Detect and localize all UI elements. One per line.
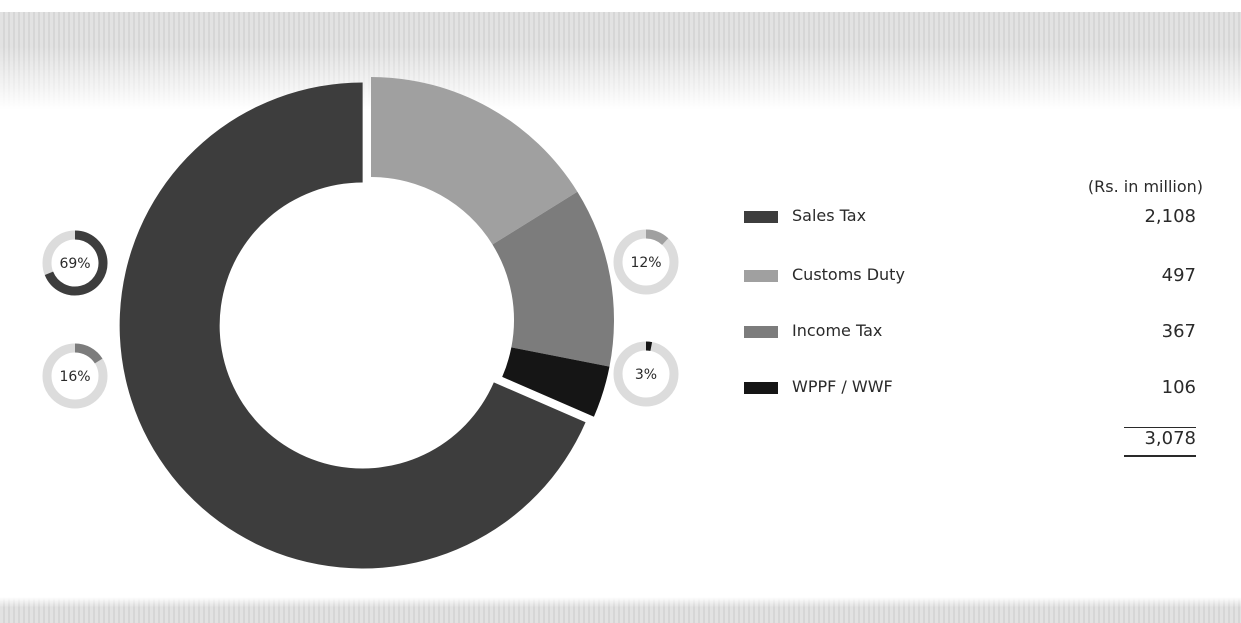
legend-value-customs-duty: 497 [1161,265,1196,286]
slice-sales-tax [119,82,586,569]
unit-label: (Rs. in million) [1087,177,1203,196]
legend-value-sales-tax: 2,108 [1144,206,1196,227]
badge-arc [74,343,103,364]
legend-label-income-tax: Income Tax [792,321,883,340]
legend-swatch-income-tax [744,326,778,338]
percent-badge-wppf-wwf: 3% [613,341,679,407]
percent-badge-sales-tax: 69% [42,230,108,296]
badge-arc [44,230,108,296]
percent-badge-income-tax: 16% [42,343,108,409]
slice-income-tax [492,191,614,367]
legend-swatch-wppf-wwf [744,382,778,394]
legend-label-sales-tax: Sales Tax [792,206,867,225]
slice-wppf-wwf [502,347,610,417]
badge-label: 16% [59,369,90,385]
legend-item-sales-tax: Sales Tax 2,108 [744,206,1196,230]
badge-label: 3% [635,367,657,383]
header-band [0,12,1241,110]
badge-label: 69% [59,256,90,272]
total-double-underline [1124,455,1196,457]
slice-customs-duty [371,77,578,245]
legend-item-wppf-wwf: WPPF / WWF 106 [744,377,1196,401]
footer-band [0,597,1241,623]
total-value: 3,078 [1124,427,1196,449]
legend-value-income-tax: 367 [1161,321,1196,342]
legend-label-wppf-wwf: WPPF / WWF [792,377,893,396]
legend-swatch-customs-duty [744,270,778,282]
legend-item-income-tax: Income Tax 367 [744,321,1196,345]
badge-arc [645,229,669,246]
legend-item-customs-duty: Customs Duty 497 [744,265,1196,289]
legend-label-customs-duty: Customs Duty [792,265,905,284]
legend-swatch-sales-tax [744,211,778,223]
legend-value-wppf-wwf: 106 [1161,377,1196,398]
percent-badge-customs-duty: 12% [613,229,679,295]
badge-label: 12% [630,255,661,271]
